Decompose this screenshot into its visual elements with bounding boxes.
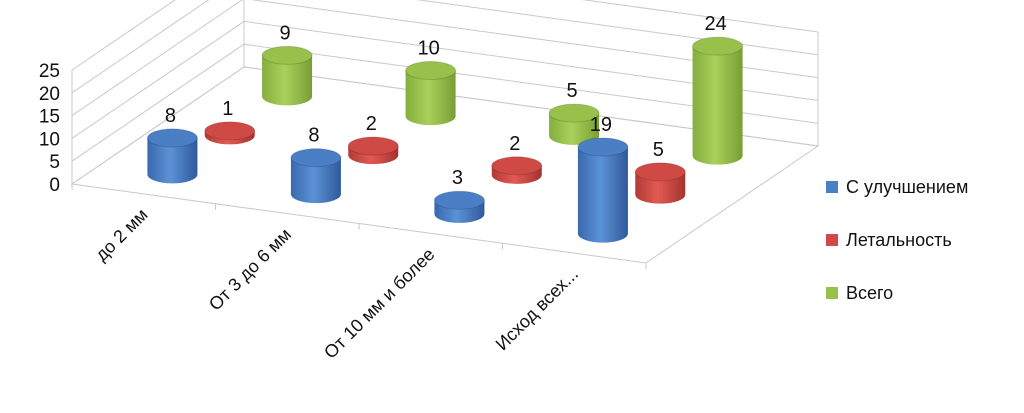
bar-top [692, 36, 744, 56]
bar-top [261, 45, 313, 65]
bar-top [577, 137, 629, 157]
bar [290, 148, 342, 204]
gridline [71, 0, 819, 71]
y-tick-label: 20 [39, 84, 60, 105]
chart-walls-and-gridlines [70, 0, 820, 269]
bar [433, 190, 485, 223]
bar-top [347, 136, 399, 156]
category-label: От 10 мм и более [320, 244, 438, 362]
chart-bars [146, 36, 744, 243]
legend-item-letalnost: Летальность [826, 229, 1022, 251]
data-label: 8 [165, 105, 176, 127]
y-tick-label: 10 [39, 129, 60, 150]
legend-swatch [826, 234, 838, 246]
legend-item-vsego: Всего [826, 282, 1022, 304]
bar [405, 61, 457, 126]
legend-label: Всего [846, 282, 894, 303]
data-labels: 9 10 5 24 1 2 2 5 8 8 3 19 [165, 13, 727, 189]
bar-top [204, 121, 256, 141]
data-label: 8 [308, 125, 319, 147]
bar-top [548, 103, 600, 123]
bar [491, 156, 543, 184]
bar-body [692, 46, 743, 165]
legend-swatch [826, 181, 838, 193]
y-tick-label: 0 [49, 175, 60, 196]
data-label: 5 [567, 80, 578, 102]
bar-body [577, 146, 628, 243]
bar-top [634, 162, 686, 182]
bar [261, 45, 313, 106]
bar-body [549, 113, 600, 145]
category-label: до 2 мм [91, 205, 151, 265]
data-label: 2 [509, 133, 520, 155]
bar [146, 128, 198, 184]
data-label: 9 [280, 22, 291, 44]
legend-label: С улучшением [846, 176, 969, 197]
data-label: 10 [417, 38, 439, 60]
bar-top [433, 190, 485, 210]
data-label: 1 [222, 98, 233, 120]
gridline [71, 0, 819, 117]
bar-top [146, 128, 198, 148]
bar-top [405, 61, 457, 81]
gridline [71, 0, 819, 94]
y-tick-label: 15 [39, 107, 60, 128]
bar [577, 137, 629, 243]
category-axis-labels: до 2 мм От 3 до 6 мм От 10 мм и более Исход… [91, 205, 582, 363]
bar-body [635, 171, 686, 204]
bar-top [290, 148, 342, 168]
legend-swatch [826, 287, 838, 299]
data-label: 5 [653, 139, 664, 161]
legend: С улучшением Летальность Всего [826, 176, 1022, 335]
bar [204, 121, 256, 145]
bar [548, 103, 600, 145]
bar [634, 162, 686, 204]
bar-body [405, 70, 456, 126]
category-label: От 3 до 6 мм [205, 224, 295, 314]
data-label: 24 [704, 13, 726, 35]
y-tick-label: 25 [39, 61, 60, 82]
bar [692, 36, 744, 165]
bar-body [262, 55, 313, 106]
category-label: Исход всех... [492, 264, 582, 354]
legend-item-s-uluchsheniem: С улучшением [826, 176, 1022, 198]
bar-top [491, 156, 543, 176]
bar-body [147, 137, 198, 184]
data-label: 2 [366, 113, 377, 135]
legend-label: Летальность [846, 229, 952, 250]
data-label: 19 [590, 114, 612, 136]
bar-body [290, 157, 341, 204]
data-label: 3 [452, 167, 463, 189]
y-tick-label: 5 [49, 152, 60, 173]
bar [347, 136, 399, 165]
